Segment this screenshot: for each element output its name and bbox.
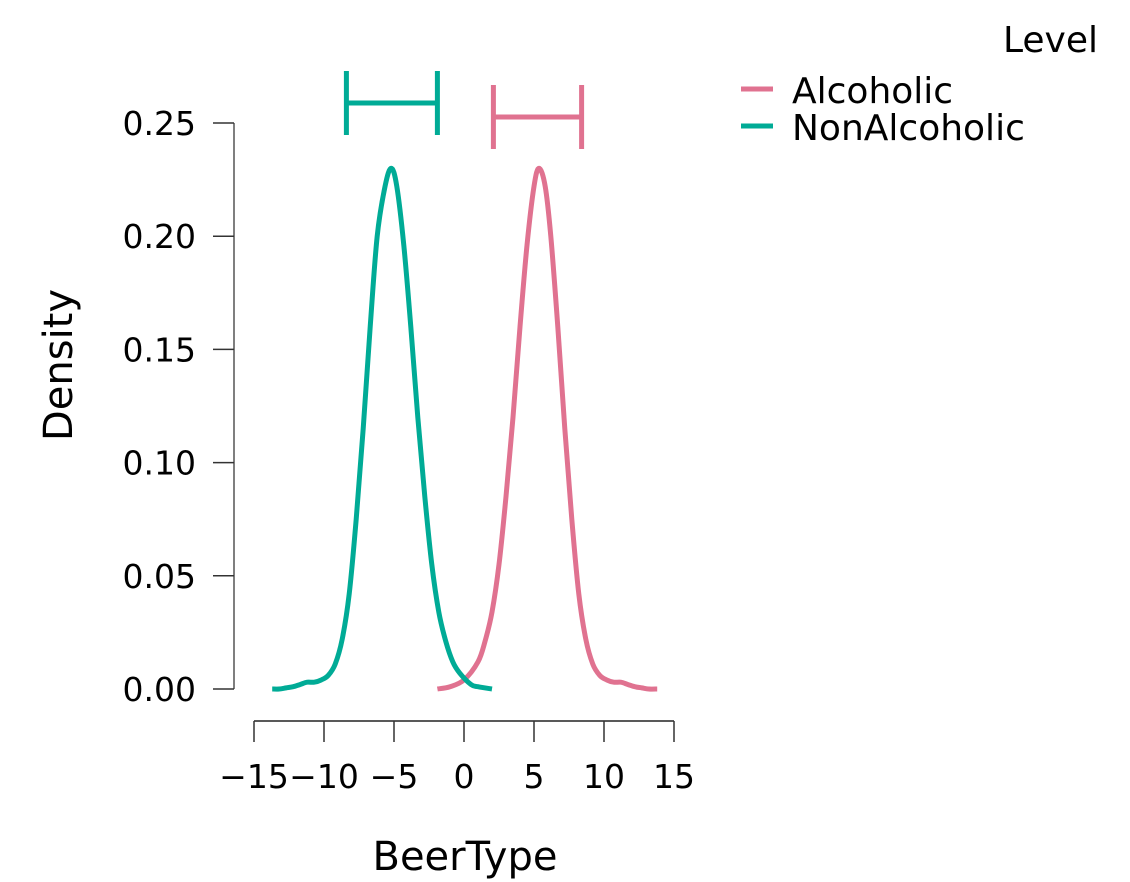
error-bars <box>343 71 585 149</box>
legend-title: Level <box>1003 20 1098 61</box>
x-axis: −15 −10 −5 0 5 10 15 <box>219 720 695 796</box>
x-tick-label: 10 <box>583 757 625 796</box>
legend: Level Alcoholic NonAlcoholic <box>741 20 1098 149</box>
y-axis-ticks: 0.00 0.05 0.10 0.15 0.20 0.25 <box>123 104 234 709</box>
x-tick-label: 0 <box>454 757 475 796</box>
y-tick-label: 0.00 <box>123 670 196 709</box>
y-tick-label: 0.10 <box>123 444 196 483</box>
density-curve-nonalcoholic <box>272 165 493 692</box>
x-axis-title: BeerType <box>373 834 558 880</box>
x-tick-label: 5 <box>524 757 545 796</box>
error-bar-alcoholic <box>490 85 585 149</box>
error-bar-nonalcoholic <box>343 71 440 135</box>
x-tick-label: −5 <box>370 757 419 796</box>
y-tick-label: 0.05 <box>123 557 196 596</box>
density-curves <box>272 165 658 692</box>
y-tick-label: 0.15 <box>123 330 196 369</box>
x-tick-label: −15 <box>219 757 289 796</box>
legend-item-nonalcoholic: NonAlcoholic <box>741 108 1025 149</box>
legend-label: NonAlcoholic <box>792 108 1025 149</box>
legend-item-alcoholic: Alcoholic <box>741 71 953 112</box>
y-axis-title: Density <box>36 289 82 441</box>
y-axis: 0.00 0.05 0.10 0.15 0.20 0.25 <box>123 104 235 709</box>
x-tick-label: 15 <box>653 757 695 796</box>
x-tick-label: −10 <box>289 757 359 796</box>
y-tick-label: 0.25 <box>123 104 196 143</box>
legend-label: Alcoholic <box>792 71 953 112</box>
x-axis-ticks: −15 −10 −5 0 5 10 15 <box>219 721 695 796</box>
density-curve-alcoholic <box>436 165 658 692</box>
y-tick-label: 0.20 <box>123 217 196 256</box>
